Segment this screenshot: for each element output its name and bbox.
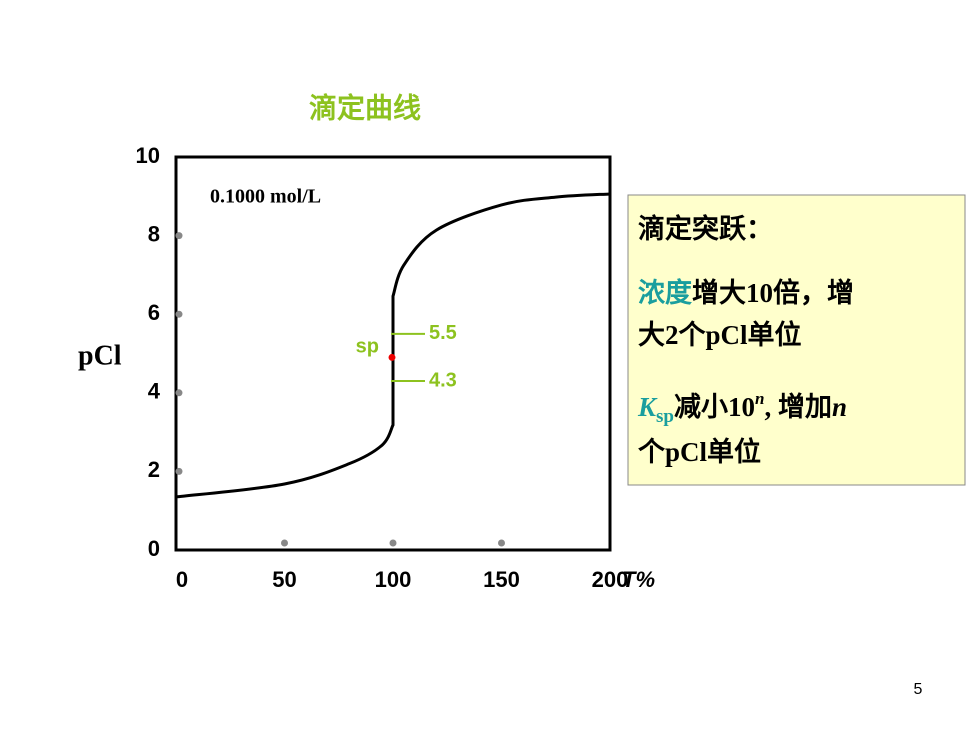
y-tick-label: 8 [148,221,160,246]
sp-point [388,353,396,361]
sup: n [755,389,764,408]
x-tick-label: 0 [176,567,188,592]
curve [175,192,611,499]
y-axis-label: pCl [78,340,122,371]
x-tick-mark [281,539,288,547]
x-axis-label: T% [622,567,655,592]
y-tick-label: 6 [148,300,160,325]
x-tick-mark [498,539,505,547]
y-tick-label: 10 [136,143,160,168]
text: 减小10 [674,392,755,422]
page-number: 5 [914,681,923,698]
x-tick-label: 200 [592,567,629,592]
x-tick-label: 50 [272,567,296,592]
sub: sp [656,406,674,427]
x-tick-label: 100 [375,567,412,592]
y-tick-mark [175,467,183,475]
y-tick-mark [175,310,183,318]
k: K [637,392,658,422]
y-tick-mark [175,389,183,397]
textbox-line: 浓度增大10倍，增 [638,277,854,308]
chart-title: 滴定曲线 [309,91,421,123]
textbox-line: 个pCl单位 [638,436,761,467]
series-label: 0.1000 mol/L [210,186,321,208]
level-label: 4.3 [429,369,457,391]
n: n [832,392,847,422]
text: , 增加 [764,391,832,422]
x-tick-label: 150 [483,567,520,592]
y-tick-label: 4 [148,379,161,404]
textbox-line: Ksp减小10n, 增加n [637,389,847,427]
textbox-heading: 滴定突跃： [638,213,773,244]
textbox-line: 大2个pCl单位 [638,319,802,350]
level-label: 5.5 [429,322,457,344]
y-tick-label: 0 [148,536,160,561]
y-tick-mark [175,232,183,240]
sp-label: sp [356,336,379,358]
x-tick-mark [389,539,397,547]
plot-frame [174,155,612,552]
y-tick-label: 2 [148,457,160,482]
highlight: 浓度 [638,277,692,308]
text: 增大10倍，增 [692,277,854,308]
textbox [627,194,966,486]
